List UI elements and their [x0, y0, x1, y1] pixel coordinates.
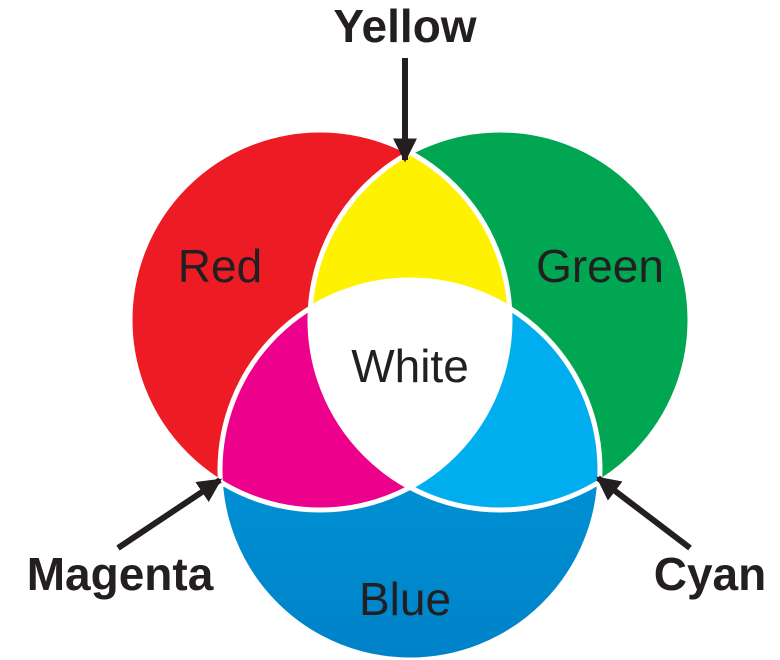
- region-label: White: [351, 340, 469, 392]
- cyan-arrow: [596, 475, 692, 551]
- region-label: Blue: [359, 573, 451, 625]
- callout-label: Cyan: [654, 548, 766, 600]
- callout-label: Yellow: [333, 0, 476, 52]
- callout-label: Magenta: [27, 548, 214, 600]
- magenta-arrow: [116, 477, 222, 551]
- region-label: Green: [536, 240, 664, 292]
- arrows: [116, 58, 692, 551]
- region-label: Red: [178, 240, 262, 292]
- circle-outlines: [127, 127, 693, 660]
